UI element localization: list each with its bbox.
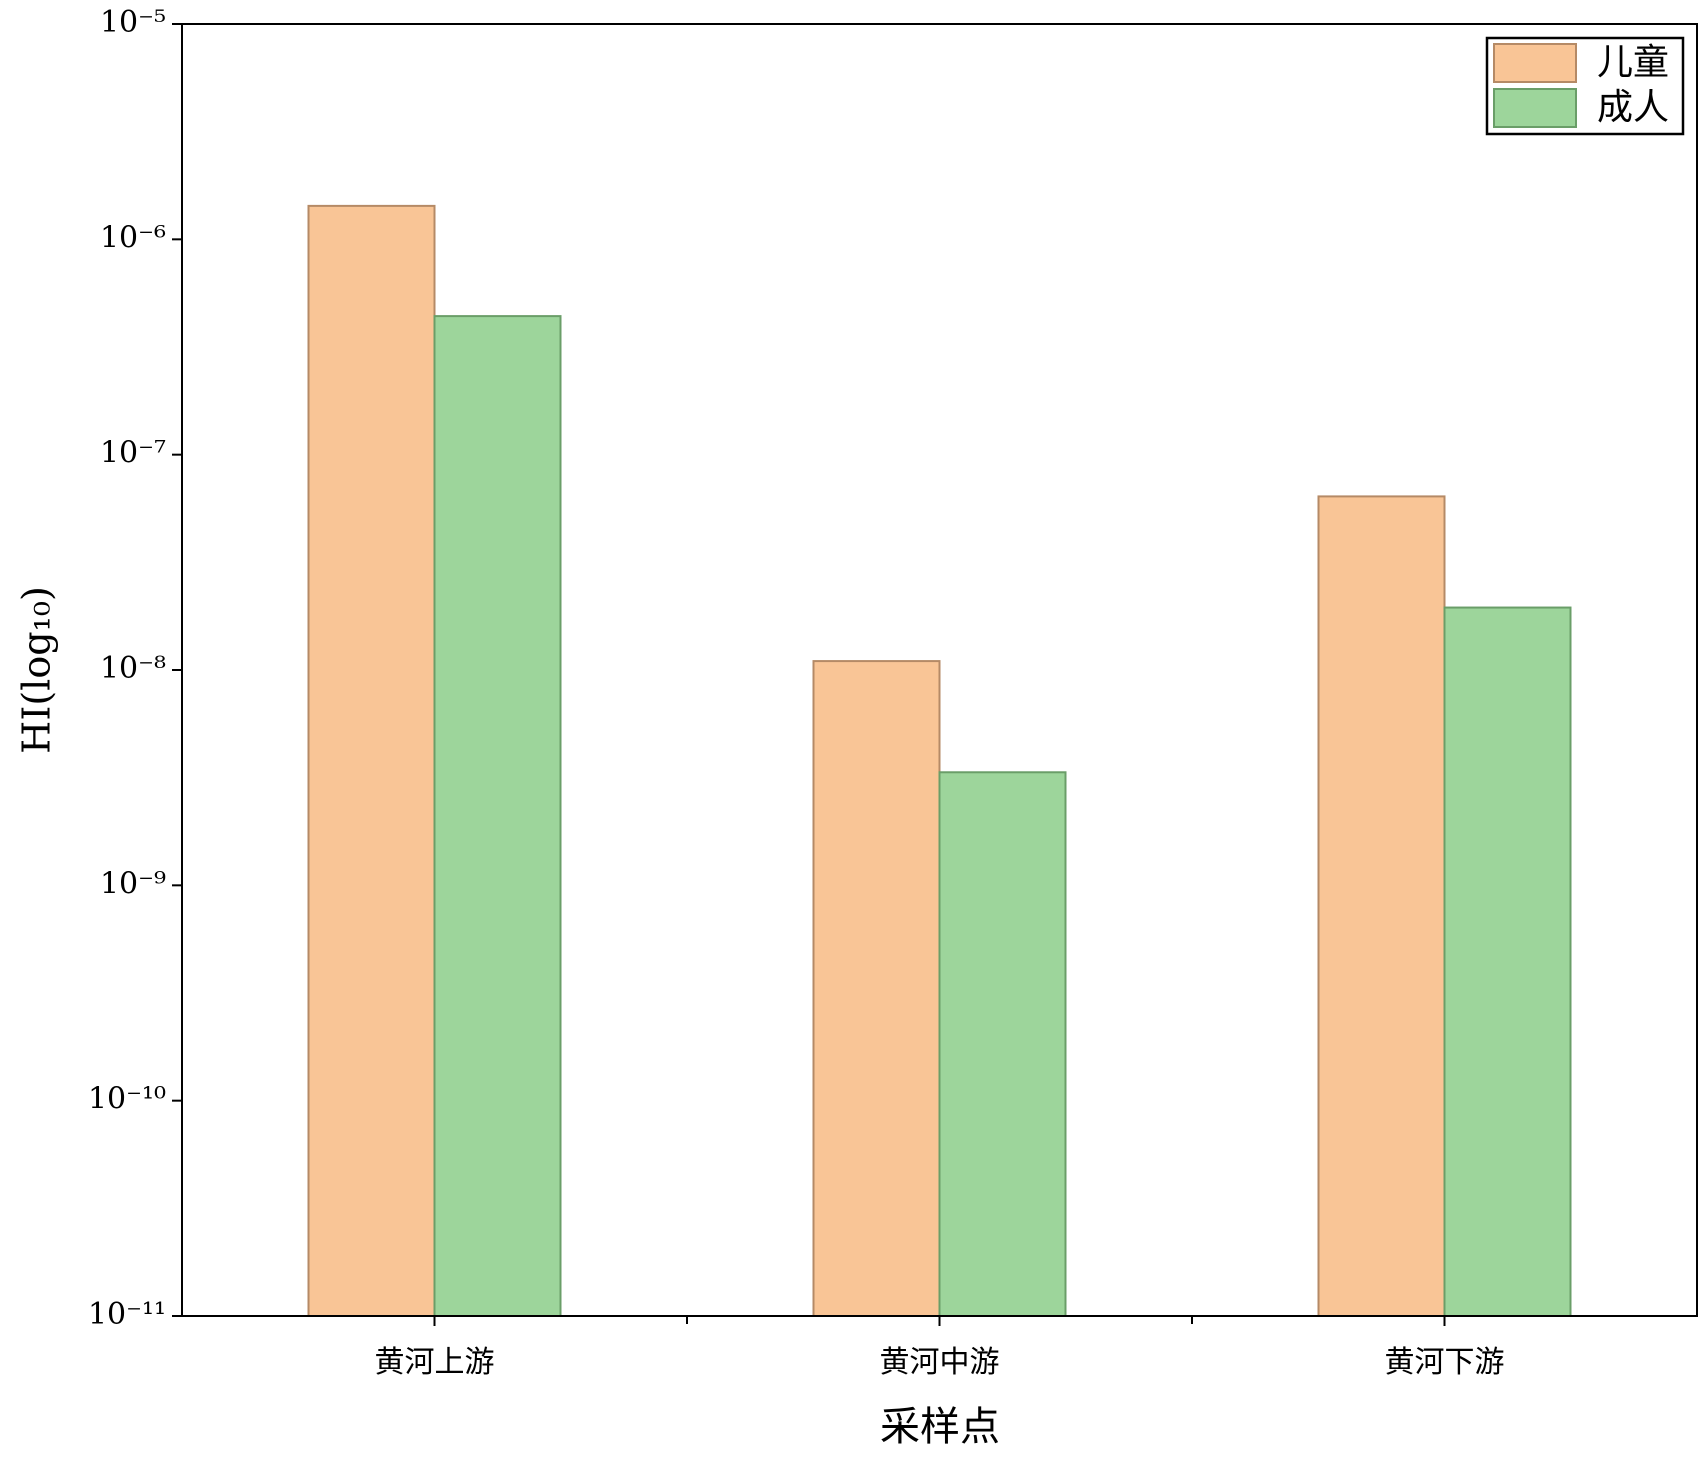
bar — [1317, 495, 1446, 1317]
bar — [812, 660, 941, 1317]
legend-label: 成人 — [1597, 87, 1669, 128]
bar — [938, 771, 1067, 1317]
legend-label: 儿童 — [1597, 42, 1669, 83]
y-axis-title: HI(log₁₀) — [15, 586, 59, 754]
x-tick-label: 黄河中游 — [880, 1345, 1000, 1380]
y-tick-label: 10⁻⁹ — [100, 866, 166, 901]
legend-swatch — [1493, 43, 1577, 83]
plot-frame — [181, 23, 1698, 1317]
y-tick-label: 10⁻⁷ — [100, 436, 166, 471]
bar — [307, 204, 436, 1318]
x-tick-label: 黄河上游 — [375, 1345, 495, 1380]
bar — [433, 315, 562, 1317]
x-axis-title: 采样点 — [880, 1404, 1000, 1450]
y-tick-label: 10⁻⁵ — [100, 5, 166, 40]
x-tick-label: 黄河下游 — [1385, 1345, 1505, 1380]
y-tick-label: 10⁻¹¹ — [88, 1297, 166, 1332]
bar — [1443, 606, 1572, 1317]
y-tick-label: 10⁻¹⁰ — [88, 1082, 166, 1117]
legend-swatch — [1493, 88, 1577, 128]
y-tick-label: 10⁻⁶ — [100, 220, 166, 255]
y-tick-label: 10⁻⁸ — [100, 651, 166, 686]
